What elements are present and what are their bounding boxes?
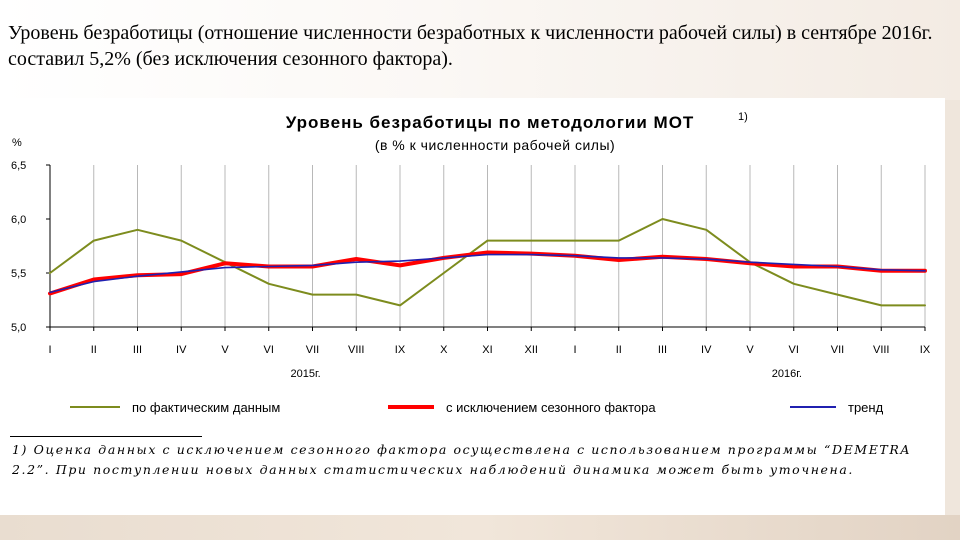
legend-swatch <box>388 405 434 409</box>
x-tick-label: XII <box>525 344 538 356</box>
series <box>48 218 927 307</box>
legend-label: по фактическим данным <box>132 399 281 415</box>
x-tick-label: II <box>616 344 622 356</box>
legend-swatch <box>70 406 120 408</box>
x-tick-label: VIII <box>348 344 365 356</box>
chart-title-footnote-mark: 1) <box>738 111 748 123</box>
legend-swatch <box>790 406 836 408</box>
x-tick-label: IV <box>701 344 712 356</box>
x-tick-label: V <box>746 344 754 356</box>
slide-background-bottom <box>0 515 960 540</box>
y-tick-label: 5,0 <box>11 322 26 334</box>
x-tick-label: IV <box>176 344 187 356</box>
chart-title: Уровень безработицы по методологии МОТ <box>286 113 695 132</box>
year-label: 2016г. <box>772 368 802 380</box>
y-tick-label: 6,5 <box>11 160 26 172</box>
chart-text: Уровень безработицы по методологии МОТ 1)… <box>11 111 931 380</box>
legend-item: тренд <box>790 397 883 417</box>
x-tick-label: V <box>221 344 229 356</box>
chart-subtitle: (в % к численности рабочей силы) <box>375 137 615 153</box>
x-tick-label: III <box>133 344 142 356</box>
legend: по фактическим данным с исключением сезон… <box>0 397 945 417</box>
x-tick-label: VIII <box>873 344 890 356</box>
x-tick-label: IX <box>920 344 931 356</box>
legend-item: по фактическим данным <box>70 397 280 417</box>
series-line-1 <box>49 218 926 307</box>
intro-text: Уровень безработицы (отношение численнос… <box>8 22 933 70</box>
legend-label: с исключением сезонного фактора <box>446 399 656 415</box>
footnote: 1) Оценка данных с исключением сезонного… <box>12 442 911 477</box>
x-tick-label: IX <box>395 344 406 356</box>
legend-item: с исключением сезонного фактора <box>388 397 656 417</box>
footnote-rule <box>10 436 202 437</box>
y-tick-label: 6,0 <box>11 214 26 226</box>
unemployment-chart: Уровень безработицы по методологии МОТ 1)… <box>11 111 931 380</box>
x-tick-label: VI <box>789 344 799 356</box>
x-tick-label: X <box>440 344 448 356</box>
year-label: 2015г. <box>291 368 321 380</box>
legend-label: тренд <box>848 399 884 415</box>
x-tick-label: VII <box>831 344 844 356</box>
x-tick-label: I <box>48 344 51 356</box>
x-tick-label: VI <box>264 344 274 356</box>
series-line-3 <box>49 253 926 294</box>
x-tick-label: VII <box>306 344 319 356</box>
x-tick-label: I <box>573 344 576 356</box>
slide-background-top <box>0 0 960 100</box>
x-tick-label: II <box>91 344 97 356</box>
y-axis-label: % <box>12 137 22 149</box>
chart-panel: Уровень безработицы по методологии МОТ 1)… <box>0 98 945 515</box>
grid <box>49 165 926 327</box>
x-tick-label: III <box>658 344 667 356</box>
axes <box>46 164 926 331</box>
y-tick-label: 5,5 <box>11 268 26 280</box>
x-tick-label: XI <box>482 344 492 356</box>
